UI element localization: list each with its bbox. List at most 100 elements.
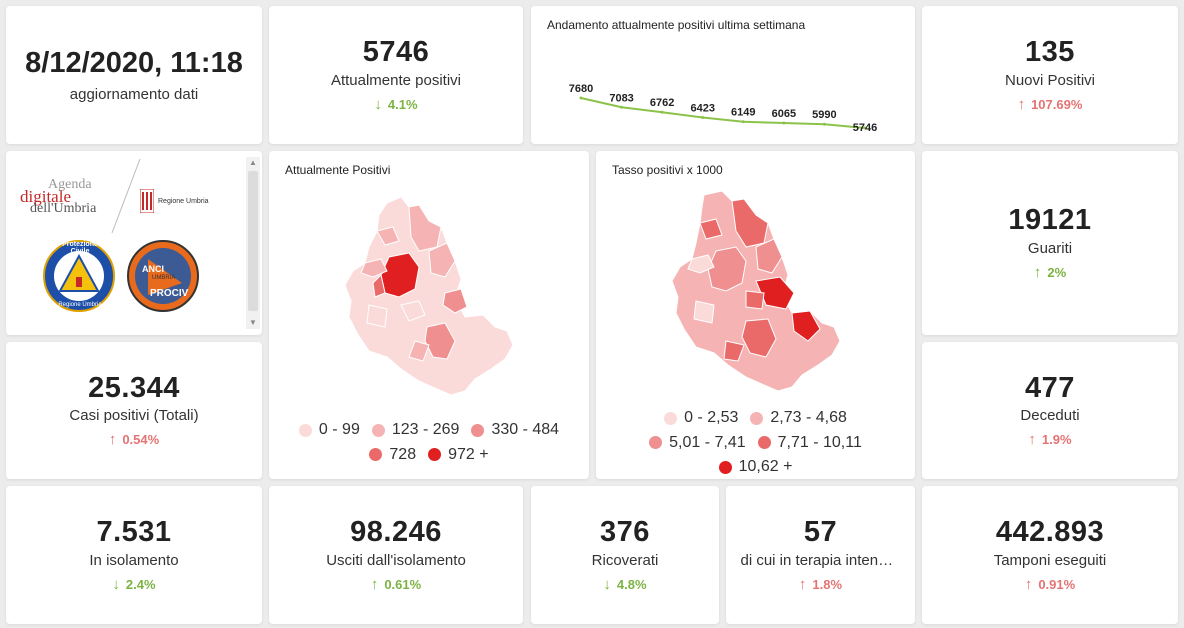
isolamento-delta: ↓ 2.4% xyxy=(112,576,155,593)
legend-swatch xyxy=(371,423,385,437)
scrollbar-thumb[interactable] xyxy=(248,171,258,311)
tamponi-delta: ↑ 0.91% xyxy=(1025,576,1075,593)
arrow-up-icon: ↑ xyxy=(1033,263,1042,281)
arrow-up-icon: ↑ xyxy=(1024,575,1033,593)
nuovi-positivi-delta: ↑ 107.69% xyxy=(1018,96,1083,113)
trend-chart-card: Andamento attualmente positivi ultima se… xyxy=(531,6,915,144)
legend-swatch xyxy=(471,423,485,437)
legend-label: 0 - 2,53 xyxy=(684,409,739,426)
update-label: aggiornamento dati xyxy=(69,86,199,103)
terapia-delta: ↑ 1.8% xyxy=(799,576,842,593)
data-point[interactable] xyxy=(782,121,786,125)
legend-swatch xyxy=(750,411,764,425)
tamponi-label: Tamponi eseguiti xyxy=(993,551,1107,569)
nuovi-positivi-card: 135 Nuovi Positivi ↑ 107.69% xyxy=(922,6,1178,144)
deceduti-delta: ↑ 1.9% xyxy=(1028,431,1071,448)
ricoverati-card: 376 Ricoverati ↓ 4.8% xyxy=(531,486,719,624)
legend-item[interactable]: 10,62 + xyxy=(718,456,793,478)
delta-value: 2% xyxy=(1047,264,1067,280)
legend-row: 0 - 99 123 - 269 330 - 484 xyxy=(269,419,589,444)
delta-value: 0.54% xyxy=(122,432,160,448)
terapia-card: 57 di cui in terapia intensiva ↑ 1.8% xyxy=(726,486,915,624)
guariti-label: Guariti xyxy=(1027,239,1073,257)
usciti-card: 98.246 Usciti dall'isolamento ↑ 0.61% xyxy=(269,486,523,624)
legend-row: 10,62 + xyxy=(616,456,895,479)
legend-item[interactable]: 0 - 99 xyxy=(298,419,360,441)
casi-totali-label: Casi positivi (Totali) xyxy=(69,407,199,425)
legend-label: 10,62 + xyxy=(738,458,793,475)
arrow-down-icon: ↓ xyxy=(374,95,382,113)
anci-prociv-logo xyxy=(127,240,199,312)
legend-item[interactable]: 123 - 269 xyxy=(371,419,460,441)
casi-totali-delta: ↑ 0.54% xyxy=(109,431,159,448)
data-label: 5746 xyxy=(853,122,877,134)
scroll-up-icon[interactable]: ▲ xyxy=(249,158,257,167)
logo-text-umbria: dell'Umbria xyxy=(30,201,97,216)
isolamento-value: 7.531 xyxy=(96,516,172,549)
legend-label: 123 - 269 xyxy=(391,421,460,438)
data-point[interactable] xyxy=(701,115,705,119)
logos-scrollbar[interactable]: ▲ ▼ xyxy=(246,157,260,329)
deceduti-label: Deceduti xyxy=(1020,407,1080,425)
legend-label: 0 - 99 xyxy=(318,421,360,438)
logos-area: Agenda digitale dell'Umbria Regione Umbr… xyxy=(6,151,248,335)
data-point[interactable] xyxy=(660,110,664,114)
data-point[interactable] xyxy=(822,122,826,126)
arrow-down-icon: ↓ xyxy=(112,575,120,593)
legend-label: 728 xyxy=(389,445,417,463)
legend-item[interactable]: 2,73 - 4,68 xyxy=(750,407,847,429)
legend-swatch xyxy=(369,448,383,461)
attualmente-positivi-card: 5746 Attualmente positivi ↓ 4.1% xyxy=(269,6,523,144)
regione-umbria-logo: Regione Umbria xyxy=(140,189,209,213)
arrow-up-icon: ↑ xyxy=(108,431,117,449)
legend-item[interactable]: 972 + xyxy=(428,444,489,466)
guariti-card: 19121 Guariti ↑ 2% xyxy=(922,151,1178,335)
arrow-up-icon: ↑ xyxy=(1017,95,1026,113)
legend-item[interactable]: 0 - 2,53 xyxy=(664,407,738,429)
umbria-map-tasso[interactable] xyxy=(596,181,915,441)
data-label: 6423 xyxy=(690,102,714,114)
legend-label: 5,01 - 7,41 xyxy=(669,433,746,451)
ricoverati-label: Ricoverati xyxy=(591,551,659,569)
usciti-value: 98.246 xyxy=(350,516,442,549)
ricoverati-value: 376 xyxy=(600,516,650,549)
data-point[interactable] xyxy=(863,126,867,130)
delta-value: 4.8% xyxy=(616,576,647,592)
trend-line-chart: 7680 7083 6762 6423 6149 6065 5990 5746 xyxy=(569,83,877,134)
map-tasso-card: Tasso positivi x 1000 0 - 2,53 2,73 - 4,6… xyxy=(596,151,915,479)
data-point[interactable] xyxy=(579,96,583,100)
map-legend: 0 - 2,53 2,73 - 4,68 5,01 - 7,41 7,71 - 10,… xyxy=(596,407,915,479)
deceduti-value: 477 xyxy=(1025,371,1075,404)
update-datetime: 8/12/2020, 11:18 xyxy=(25,47,243,79)
legend-item[interactable]: 330 - 484 xyxy=(471,419,559,441)
delta-value: 1.9% xyxy=(1041,432,1072,448)
legend-swatch xyxy=(664,411,678,425)
legend-label: 972 + xyxy=(448,445,489,463)
usciti-delta: ↑ 0.61% xyxy=(371,576,421,593)
logo-text-agenda: Agenda xyxy=(48,177,92,192)
tamponi-card: 442.893 Tamponi eseguiti ↑ 0.91% xyxy=(922,486,1178,624)
logo-text-digitale: digitale xyxy=(20,187,71,206)
data-point[interactable] xyxy=(741,120,745,124)
data-point[interactable] xyxy=(620,105,624,109)
legend-item[interactable]: 7,71 - 10,11 xyxy=(757,432,862,454)
scroll-down-icon[interactable]: ▼ xyxy=(249,318,257,327)
casi-totali-value: 25.344 xyxy=(88,371,180,404)
data-label: 7083 xyxy=(609,92,633,104)
legend-label: 2,73 - 4,68 xyxy=(770,409,847,426)
legend-row: 0 - 2,53 2,73 - 4,68 xyxy=(616,407,895,432)
attualmente-positivi-value: 5746 xyxy=(362,36,430,69)
protezione-civile-subtext: Regione Umbria xyxy=(58,302,102,308)
deceduti-card: 477 Deceduti ↑ 1.9% xyxy=(922,342,1178,479)
legend-item[interactable]: 5,01 - 7,41 xyxy=(649,432,746,454)
attualmente-positivi-delta: ↓ 4.1% xyxy=(374,96,417,113)
protezione-civile-text: Protezione Civile xyxy=(62,241,98,255)
nuovi-positivi-label: Nuovi Positivi xyxy=(1004,71,1096,89)
map-title: Attualmente Positivi xyxy=(285,163,391,177)
umbria-map-positivi[interactable] xyxy=(269,181,589,441)
update-card: 8/12/2020, 11:18 aggiornamento dati xyxy=(6,6,262,144)
guariti-delta: ↑ 2% xyxy=(1034,264,1066,281)
legend-item[interactable]: 728 xyxy=(369,444,416,466)
chart-title: Andamento attualmente positivi ultima se… xyxy=(547,18,806,32)
data-label: 6762 xyxy=(650,97,674,109)
